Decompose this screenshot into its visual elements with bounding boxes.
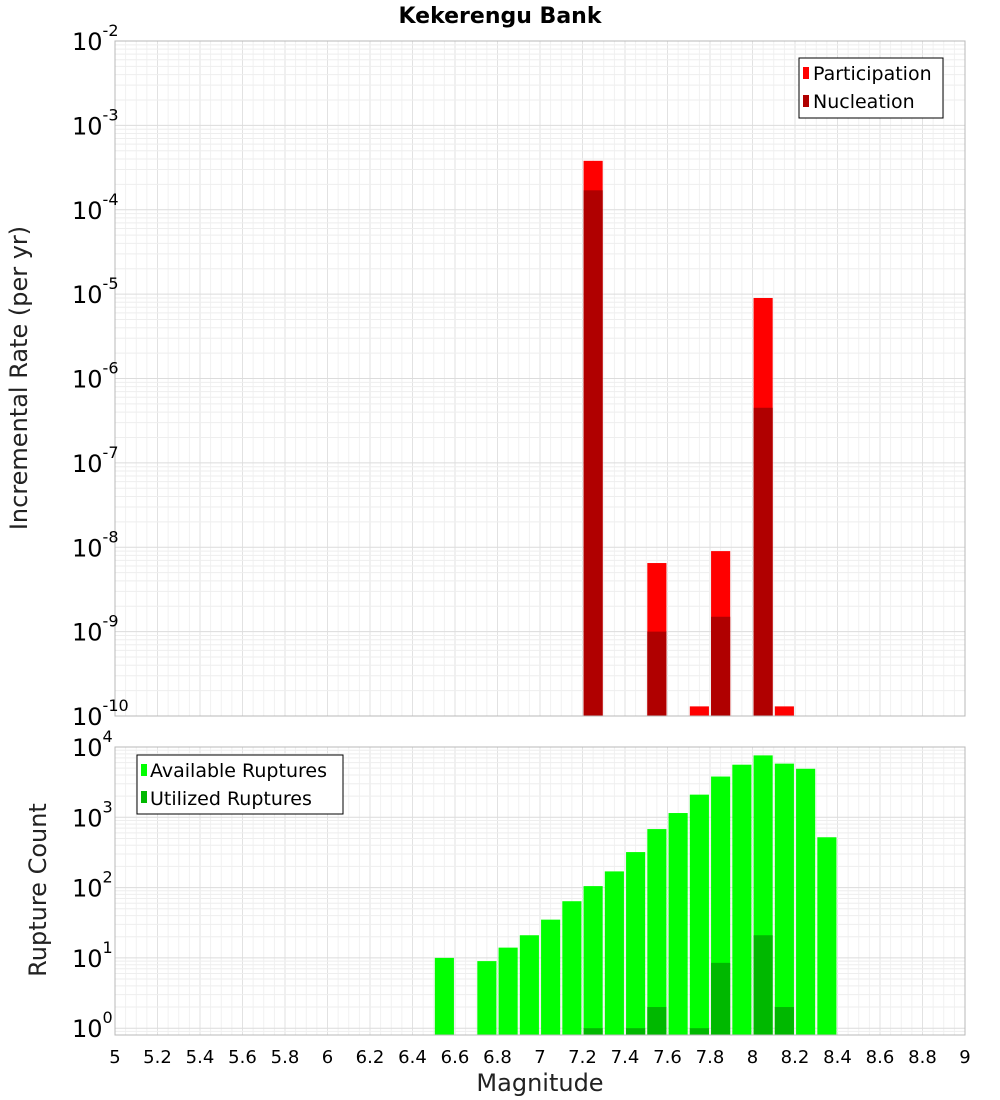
legend-ruptures: Available Ruptures Utilized Ruptures [136, 754, 344, 815]
rate-bar-participation [774, 706, 794, 716]
x-tick-label: 7.6 [653, 1047, 682, 1068]
count-bar-available-ruptures [604, 871, 624, 1035]
count-bar-available-ruptures [668, 813, 688, 1035]
y-tick-label: 10-2 [72, 21, 119, 56]
x-tick-label: 5 [109, 1047, 120, 1068]
y-tick-label: 10-6 [72, 359, 119, 394]
y-tick-label: 10-4 [72, 190, 119, 225]
x-tick-label: 8.8 [908, 1047, 937, 1068]
count-bar-available-ruptures [519, 935, 539, 1035]
y-tick-label: 10-9 [72, 612, 119, 647]
x-tick-label: 6.2 [356, 1047, 385, 1068]
count-bar-available-ruptures [817, 837, 837, 1035]
count-bar-available-ruptures [796, 768, 816, 1035]
x-tick-label: 6 [322, 1047, 333, 1068]
count-bar-available-ruptures [541, 919, 561, 1035]
y-axis-label-rupture-count: Rupture Count [24, 803, 52, 977]
x-tick-label: 8.4 [823, 1047, 852, 1068]
x-tick-label: 8.6 [866, 1047, 895, 1068]
x-tick-label: 5.4 [186, 1047, 215, 1068]
legend-swatch-nucleation [803, 95, 809, 107]
x-tick-label: 5.6 [228, 1047, 257, 1068]
y-tick-label: 103 [72, 797, 113, 832]
count-bar-available-ruptures [732, 764, 752, 1035]
y-tick-label: 102 [72, 868, 113, 903]
count-bar-available-ruptures [498, 947, 518, 1035]
y-tick-label: 10-7 [72, 443, 119, 478]
x-tick-label: 6.6 [441, 1047, 470, 1068]
y-tick-label: 10-10 [72, 696, 129, 731]
count-bar-utilized-ruptures [626, 1028, 646, 1035]
x-tick-label: 7.2 [568, 1047, 597, 1068]
legend-label-available: Available Ruptures [150, 760, 327, 782]
plot-frame [114, 40, 966, 717]
count-bar-available-ruptures [689, 794, 709, 1035]
count-bar-available-ruptures [774, 763, 794, 1035]
count-bar-utilized-ruptures [689, 1028, 709, 1035]
rate-bar-nucleation [753, 407, 773, 716]
grid-lines [114, 40, 966, 717]
x-axis-label: Magnitude [476, 1069, 603, 1097]
x-tick-label: 5.8 [271, 1047, 300, 1068]
y-tick-label: 10-8 [72, 527, 119, 562]
chart-title: Kekerengu Bank [399, 4, 603, 29]
incremental-rate-panel: 10-10 10-9 10-8 10-7 10-6 10-5 10-4 10-3 10-2 [72, 21, 966, 731]
y-axis-ticks: 10-10 10-9 10-8 10-7 10-6 10-5 10-4 10-3 10-2 [72, 21, 129, 731]
y-axis-ticks: 100 101 102 103 104 [72, 727, 113, 1043]
legend-rate: Participation Nucleation [798, 57, 944, 119]
y-axis-label-incremental-rate: Incremental Rate (per yr) [5, 226, 33, 530]
count-bar-available-ruptures [477, 961, 497, 1035]
y-tick-label: 10-5 [72, 274, 119, 309]
count-bar-utilized-ruptures [711, 962, 731, 1035]
legend-label-nucleation: Nucleation [813, 91, 915, 113]
rate-bar-nucleation [583, 190, 603, 716]
count-bar-utilized-ruptures [774, 1007, 794, 1035]
rate-bar-participation [689, 706, 709, 716]
x-tick-label: 5.2 [143, 1047, 172, 1068]
x-tick-label: 7 [534, 1047, 545, 1068]
y-tick-label: 104 [72, 727, 113, 762]
count-bar-available-ruptures [647, 829, 667, 1035]
legend-swatch-utilized [141, 791, 147, 803]
count-bar-available-ruptures [626, 852, 646, 1035]
x-tick-label: 7.8 [696, 1047, 725, 1068]
legend-box [136, 754, 344, 815]
x-tick-label: 6.4 [398, 1047, 427, 1068]
count-bar-available-ruptures [583, 886, 603, 1035]
count-bar-available-ruptures [434, 957, 454, 1035]
rate-bar-nucleation [647, 631, 667, 716]
legend-label-participation: Participation [813, 63, 932, 85]
count-bar-utilized-ruptures [753, 935, 773, 1035]
legend-label-utilized: Utilized Ruptures [150, 788, 312, 810]
y-tick-label: 100 [72, 1008, 113, 1043]
legend-box [798, 57, 944, 119]
rate-bar-nucleation [711, 616, 731, 716]
series-nucleation [583, 190, 773, 716]
x-tick-label: 8.2 [781, 1047, 810, 1068]
series-utilized-ruptures [583, 935, 794, 1035]
plot-frame [114, 746, 966, 1036]
count-bar-utilized-ruptures [583, 1028, 603, 1035]
x-axis-ticks: 5 5.2 5.4 5.6 5.8 6 6.2 6.4 6.6 6.8 7 7.2 7.4 7.6 7.8 8… [109, 1047, 970, 1068]
y-tick-label: 101 [72, 938, 113, 973]
x-tick-label: 8 [747, 1047, 758, 1068]
count-bar-available-ruptures [562, 901, 582, 1035]
count-bar-utilized-ruptures [647, 1007, 667, 1035]
series-available-ruptures [434, 755, 837, 1035]
legend-swatch-available [141, 764, 147, 776]
x-tick-label: 6.8 [483, 1047, 512, 1068]
legend-swatch-participation [803, 67, 809, 79]
x-tick-label: 7.4 [611, 1047, 640, 1068]
y-tick-label: 10-3 [72, 105, 119, 140]
x-tick-label: 9 [959, 1047, 970, 1068]
